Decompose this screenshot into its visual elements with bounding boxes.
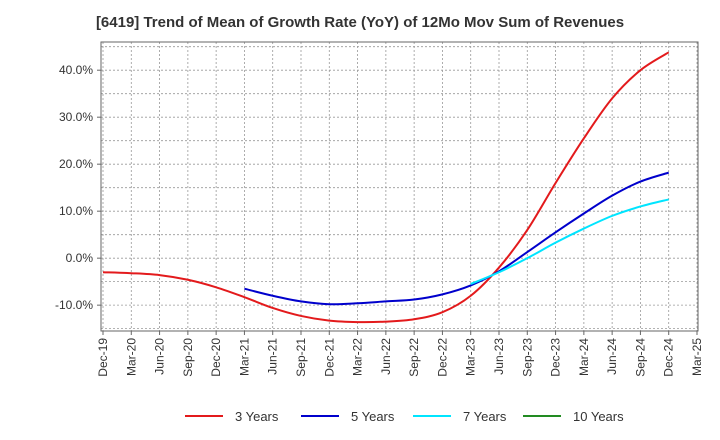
x-tick-label: Sep-20 — [181, 338, 195, 377]
x-tick-label: Mar-23 — [464, 338, 478, 376]
x-tick-label: Jun-20 — [153, 338, 167, 375]
series-line-3-years — [102, 51, 670, 324]
legend-item-5-years: 5 Years — [301, 406, 394, 426]
x-tick-label: Dec-19 — [96, 338, 110, 377]
x-tick-label: Sep-24 — [633, 338, 647, 377]
plot-area — [101, 42, 698, 331]
x-tick-label: Dec-22 — [435, 338, 449, 377]
legend-label: 7 Years — [463, 408, 507, 424]
x-tick-label: Mar-25 — [690, 338, 704, 376]
legend-swatch — [413, 415, 451, 417]
x-tick-label: Mar-24 — [577, 338, 591, 376]
x-tick-label: Sep-23 — [520, 338, 534, 377]
legend-swatch — [301, 415, 339, 417]
plot-frame — [100, 41, 699, 332]
x-tick-label: Jun-23 — [492, 338, 506, 375]
legend: 3 Years 5 Years 7 Years 10 Years — [0, 406, 720, 426]
legend-label: 3 Years — [235, 408, 279, 424]
series-layer — [102, 51, 670, 324]
x-tick-label: Sep-21 — [294, 338, 308, 377]
series-line-7-years — [470, 198, 669, 285]
chart-title: [6419] Trend of Mean of Growth Rate (YoY… — [95, 14, 625, 31]
legend-label: 5 Years — [351, 408, 395, 424]
x-tick-label: Dec-21 — [322, 338, 336, 377]
x-tick-label: Dec-20 — [209, 338, 223, 377]
legend-item-10-years: 10 Years — [523, 406, 624, 426]
x-tick-label: Jun-24 — [605, 338, 619, 375]
y-axis: -10.0% 0.0% 10.0% 20.0% 30.0% 40.0% — [55, 63, 101, 312]
y-tick-label: 10.0% — [59, 204, 93, 218]
x-tick-label: Jun-21 — [266, 338, 280, 375]
x-tick-label: Mar-21 — [237, 338, 251, 376]
x-tick-label: Dec-23 — [549, 338, 563, 377]
y-tick-label: 20.0% — [59, 157, 93, 171]
legend-swatch — [185, 415, 223, 417]
y-tick-label: 40.0% — [59, 63, 93, 77]
grid — [101, 42, 698, 331]
y-tick-label: 0.0% — [66, 251, 94, 265]
x-tick-label: Sep-22 — [407, 338, 421, 377]
legend-item-3-years: 3 Years — [185, 406, 278, 426]
x-tick-label: Mar-20 — [124, 338, 138, 376]
x-tick-label: Dec-24 — [662, 338, 676, 377]
x-tick-label: Mar-22 — [351, 338, 365, 376]
y-tick-label: 30.0% — [59, 110, 93, 124]
x-axis: Dec-19 Mar-20 Jun-20 Sep-20 Dec-20 Mar-21 Jun-… — [96, 331, 704, 377]
legend-swatch — [523, 415, 561, 417]
series-line-5-years — [244, 171, 670, 306]
legend-label: 10 Years — [573, 408, 624, 424]
legend-item-7-years: 7 Years — [413, 406, 506, 426]
x-tick-label: Jun-22 — [379, 338, 393, 375]
y-tick-label: -10.0% — [55, 298, 93, 312]
